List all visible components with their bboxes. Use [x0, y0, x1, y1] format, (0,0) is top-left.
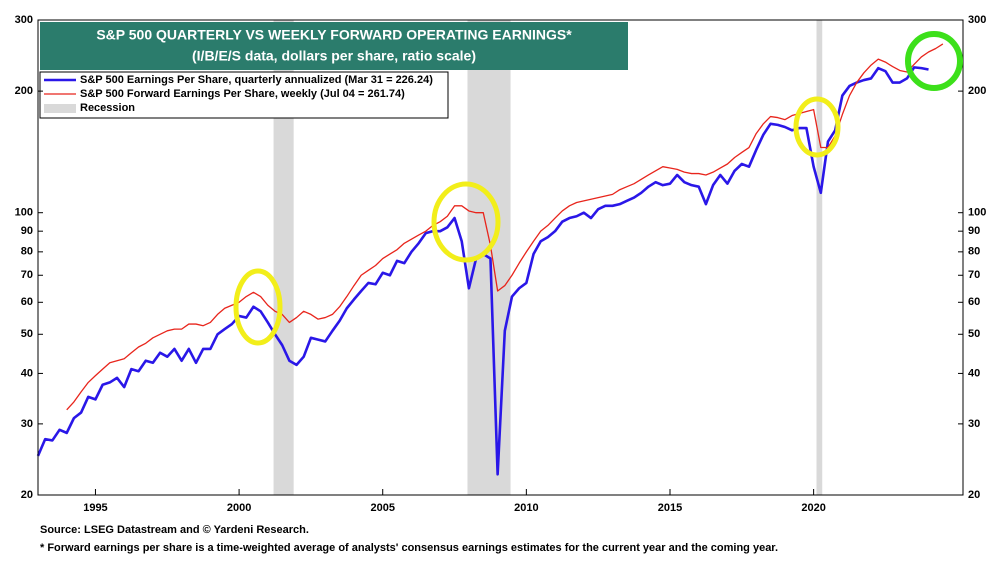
y-tick-label: 50	[968, 328, 980, 340]
y-tick-label: 40	[21, 367, 33, 379]
highlight-circle	[233, 268, 283, 346]
y-tick-label: 40	[968, 367, 980, 379]
x-tick-label: 2015	[658, 502, 682, 514]
legend-label: Recession	[80, 102, 135, 114]
y-tick-label: 200	[15, 85, 33, 97]
x-tick-label: 2010	[514, 502, 538, 514]
highlight-circle	[431, 181, 501, 263]
recession-band	[816, 20, 823, 495]
y-tick-label: 60	[21, 296, 33, 308]
chart-title: S&P 500 QUARTERLY VS WEEKLY FORWARD OPER…	[96, 27, 572, 43]
y-tick-label: 70	[968, 269, 980, 281]
y-tick-label: 80	[968, 246, 980, 258]
y-tick-label: 100	[15, 207, 33, 219]
legend-label: S&P 500 Earnings Per Share, quarterly an…	[80, 74, 433, 86]
y-tick-label: 200	[968, 85, 986, 97]
highlight-circle	[793, 96, 841, 158]
y-tick-label: 20	[21, 489, 33, 501]
x-tick-label: 2000	[227, 502, 251, 514]
y-tick-label: 300	[15, 14, 33, 26]
highlight-circle	[905, 31, 963, 91]
y-tick-label: 90	[21, 225, 33, 237]
y-tick-label: 70	[21, 269, 33, 281]
y-tick-label: 30	[968, 418, 980, 430]
title-box	[40, 22, 628, 70]
y-tick-label: 60	[968, 296, 980, 308]
plot-frame	[37, 19, 964, 496]
x-tick-label: 2005	[370, 502, 394, 514]
y-tick-label: 50	[21, 328, 33, 340]
footnote: * Forward earnings per share is a time-w…	[40, 542, 778, 554]
y-tick-label: 30	[21, 418, 33, 430]
x-tick-label: 2020	[801, 502, 825, 514]
legend-swatch	[44, 104, 76, 113]
y-tick-label: 100	[968, 207, 986, 219]
y-tick-label: 20	[968, 489, 980, 501]
y-tick-label: 300	[968, 14, 986, 26]
y-tick-label: 80	[21, 246, 33, 258]
recession-band	[273, 20, 294, 495]
chart-subtitle: (I/B/E/S data, dollars per share, ratio …	[192, 48, 476, 64]
x-tick-label: 1995	[83, 502, 107, 514]
legend-box	[39, 71, 449, 119]
source-note: Source: LSEG Datastream and © Yardeni Re…	[40, 524, 309, 536]
y-tick-label: 90	[968, 225, 980, 237]
legend-label: S&P 500 Forward Earnings Per Share, week…	[80, 88, 405, 100]
